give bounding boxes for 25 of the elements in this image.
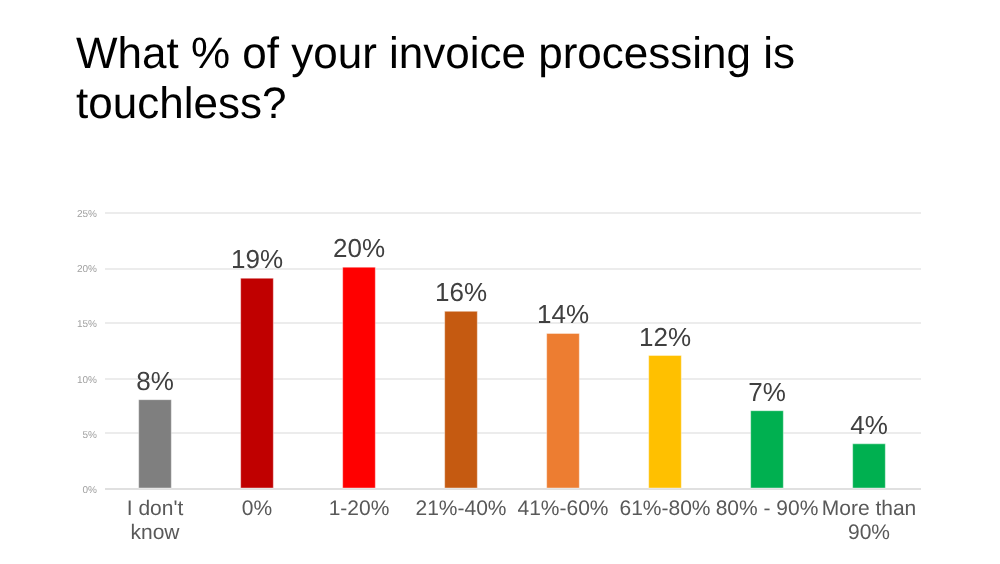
bar [444,310,478,489]
data-label: 12% [638,321,692,352]
data-label: 4% [850,409,889,440]
x-tick-label: 61%-80% [619,497,711,521]
bar [750,410,784,489]
x-tick-label: 80% - 90% [715,497,819,521]
chart-title: What % of your invoice processing is touchless? [76,28,795,128]
x-tick-label: 1-20% [328,497,390,521]
x-tick-label: 0% [241,497,273,521]
bar [240,277,274,489]
bar [546,332,580,489]
bar [138,399,172,489]
data-label: 8% [136,365,175,396]
bar [342,266,376,489]
bar [648,355,682,489]
x-tick-label: I don't know [126,497,184,545]
data-label: 16% [434,277,488,308]
x-tick-label: 21%-40% [415,497,507,521]
data-label: 20% [332,233,386,264]
data-label: 7% [748,376,787,407]
x-tick-label: 41%-60% [517,497,609,521]
data-label: 14% [536,299,590,330]
x-tick-label: More than 90% [821,497,917,545]
bar [852,443,886,489]
data-label: 19% [230,244,284,275]
